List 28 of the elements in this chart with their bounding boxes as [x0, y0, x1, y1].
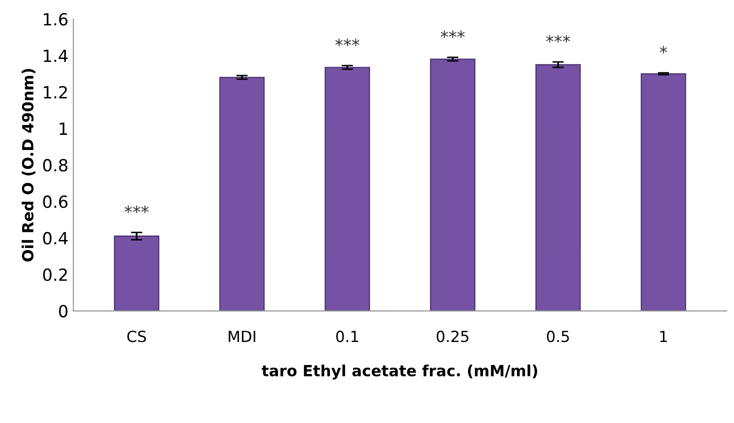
- y-tick-label: 1.2: [44, 86, 67, 98]
- bar: [114, 236, 160, 311]
- y-tick-label: 0.4: [43, 232, 68, 245]
- y-tick-label: 1.4: [44, 50, 68, 62]
- annotation: ***: [124, 206, 149, 214]
- y-tick-label: 0.6: [43, 195, 68, 208]
- bar: [324, 66, 370, 311]
- x-tick-label: 1: [660, 330, 667, 342]
- x-tick-label: MDI: [228, 330, 256, 342]
- annotation: ***: [440, 30, 465, 38]
- bar: [430, 58, 476, 311]
- x-tick-label: 0.5: [546, 330, 569, 342]
- x-tick-label: 0.1: [336, 330, 358, 342]
- bar: [535, 64, 581, 311]
- y-tick-label: 0.2: [43, 268, 67, 281]
- x-axis-title: taro Ethyl acetate frac. (mM/ml): [262, 364, 538, 380]
- y-tick-label: 1.6: [44, 12, 68, 26]
- bar: [640, 73, 686, 311]
- annotation: ***: [546, 34, 570, 43]
- y-tick-label: 0: [59, 304, 68, 318]
- annotation: *: [660, 46, 668, 54]
- annotation: ***: [335, 38, 360, 46]
- y-axis-title: Oil Red O (O.D 490nm): [22, 69, 36, 262]
- x-tick-label: 0.25: [436, 330, 468, 342]
- y-tick-label: 1: [60, 122, 67, 135]
- bar: [219, 76, 265, 311]
- x-tick-label: CS: [127, 330, 146, 342]
- y-tick-label: 0.8: [43, 158, 68, 172]
